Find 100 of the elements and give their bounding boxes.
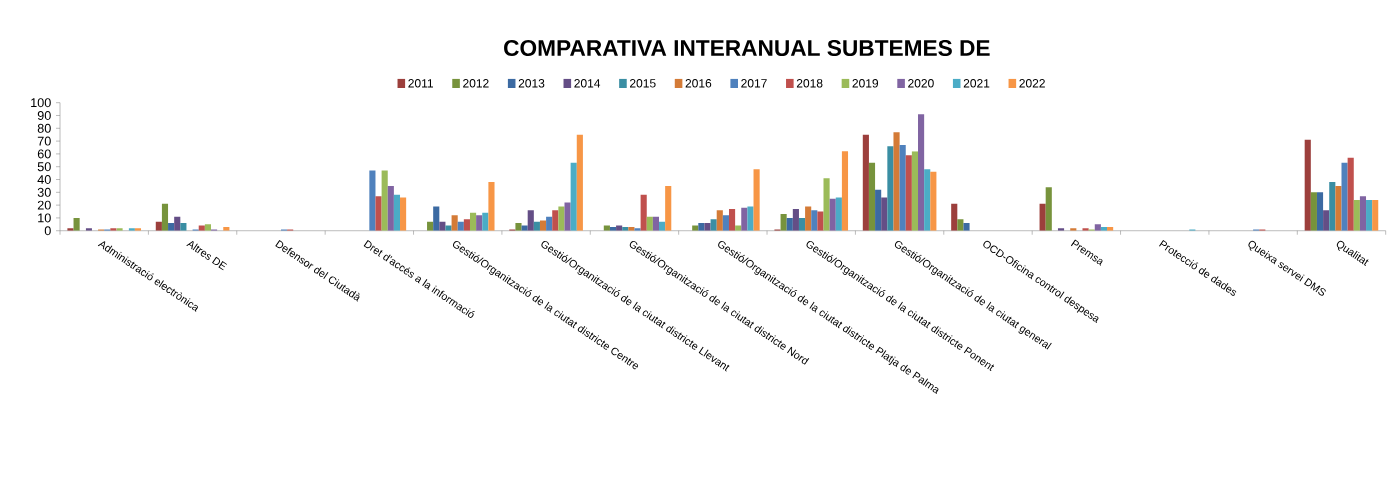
y-tick-label: 80 xyxy=(37,123,51,133)
chart-title: COMPARATIVA INTERANUAL SUBTEMES DE xyxy=(504,39,990,56)
bar xyxy=(393,194,401,231)
bar xyxy=(564,202,571,231)
bar xyxy=(780,213,787,231)
bar xyxy=(665,185,672,231)
bar xyxy=(710,218,717,231)
legend-label: 2014 xyxy=(574,78,601,88)
bar xyxy=(823,178,830,231)
bar xyxy=(868,162,876,231)
y-tick-label: 10 xyxy=(38,213,51,223)
bar xyxy=(400,197,407,231)
bar xyxy=(741,207,748,231)
bar xyxy=(875,189,882,231)
bar xyxy=(829,198,836,231)
bar xyxy=(558,206,565,231)
bar xyxy=(174,216,181,231)
bar xyxy=(539,220,547,231)
bar xyxy=(792,208,799,231)
bar xyxy=(930,171,937,231)
bar xyxy=(722,215,729,231)
bar xyxy=(527,210,534,231)
bar xyxy=(924,169,931,231)
bar xyxy=(963,222,970,231)
bar xyxy=(552,210,559,231)
bar xyxy=(747,206,754,231)
bar xyxy=(905,154,912,231)
bar xyxy=(1039,203,1046,231)
bar xyxy=(1372,199,1379,231)
bar xyxy=(445,225,452,231)
legend-label: 2019 xyxy=(852,78,879,88)
y-tick-label: 0 xyxy=(44,226,51,235)
legend-label: 2011 xyxy=(408,78,433,88)
bar xyxy=(451,215,458,231)
bar xyxy=(375,195,382,231)
bar xyxy=(893,131,900,231)
bar xyxy=(476,215,483,231)
y-tick-label: 70 xyxy=(37,136,51,146)
bar xyxy=(488,181,495,231)
bar xyxy=(811,210,818,231)
bar xyxy=(1353,199,1360,231)
bar xyxy=(73,217,80,231)
bar xyxy=(786,217,793,231)
bar xyxy=(1304,139,1311,231)
bar xyxy=(433,206,440,231)
bar xyxy=(1045,186,1052,231)
bar xyxy=(841,151,849,231)
bar xyxy=(204,224,211,231)
y-tick-label: 100 xyxy=(31,97,51,107)
bar xyxy=(835,197,842,231)
bar xyxy=(899,144,906,231)
bar xyxy=(753,169,760,231)
bar xyxy=(704,222,711,231)
legend-label: 2012 xyxy=(463,78,489,88)
legend-label: 2013 xyxy=(518,78,545,88)
bar xyxy=(515,222,522,231)
bar xyxy=(387,185,394,231)
legend-label: 2015 xyxy=(630,78,656,88)
y-tick-label: 30 xyxy=(37,187,51,197)
bar xyxy=(381,170,388,231)
bar xyxy=(1366,199,1373,231)
legend-label: 2021 xyxy=(963,78,990,88)
legend-label: 2017 xyxy=(741,78,767,88)
bar xyxy=(463,218,470,231)
bar xyxy=(1094,224,1101,231)
bar xyxy=(1310,192,1317,231)
bar xyxy=(369,170,376,231)
y-tick-label: 20 xyxy=(37,200,51,210)
bar xyxy=(576,134,583,231)
bar xyxy=(817,211,824,231)
bar xyxy=(951,203,958,231)
bar xyxy=(640,194,647,231)
bar xyxy=(862,134,869,231)
bar xyxy=(881,197,888,231)
legend-label: 2020 xyxy=(908,78,934,88)
bar xyxy=(957,218,964,231)
legend-label: 2018 xyxy=(796,78,823,88)
bar xyxy=(798,217,806,231)
bar xyxy=(570,162,577,231)
bar xyxy=(1359,195,1367,231)
bar xyxy=(1341,162,1348,231)
bar xyxy=(546,216,553,231)
bar xyxy=(1316,192,1324,231)
y-tick-label: 60 xyxy=(37,149,51,159)
y-tick-label: 90 xyxy=(37,110,51,120)
bar xyxy=(469,212,477,231)
bar xyxy=(646,216,653,231)
bar xyxy=(911,151,919,231)
bar xyxy=(728,208,736,231)
bar xyxy=(1335,185,1342,231)
bar xyxy=(1323,210,1330,231)
bar xyxy=(1347,157,1354,231)
bar xyxy=(1329,181,1336,231)
y-tick-label: 50 xyxy=(37,162,51,171)
bar xyxy=(918,114,925,231)
bar xyxy=(652,216,660,231)
y-tick-label: 40 xyxy=(37,174,51,184)
bar xyxy=(716,210,723,231)
bar xyxy=(161,203,169,231)
bar xyxy=(805,206,812,231)
